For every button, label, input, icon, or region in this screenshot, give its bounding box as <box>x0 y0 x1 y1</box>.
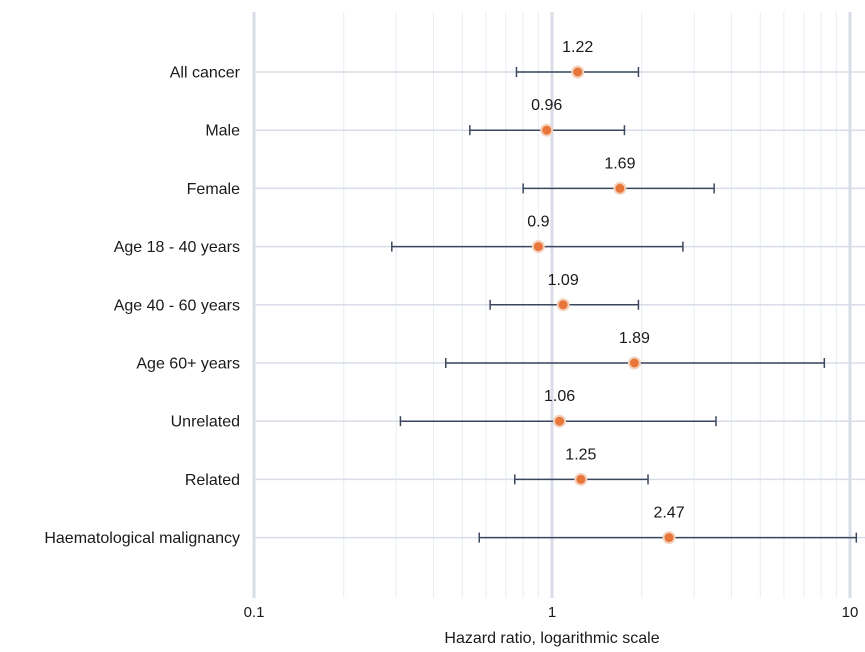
value-label: 2.47 <box>653 505 684 522</box>
value-label: 1.69 <box>604 155 635 172</box>
category-labels: All cancer Male Female Age 18 - 40 years Age… <box>44 65 240 548</box>
value-label: 0.9 <box>527 214 549 231</box>
estimate-point <box>662 531 676 545</box>
category-label: Unrelated <box>171 414 240 431</box>
estimate-point <box>613 181 627 195</box>
estimate-point <box>531 240 545 254</box>
x-axis-title: Hazard ratio, logarithmic scale <box>444 630 659 647</box>
estimate-point <box>553 414 567 428</box>
value-label: 1.89 <box>619 330 650 347</box>
estimate-point <box>571 65 585 79</box>
category-label: Haematological malignancy <box>44 530 240 547</box>
category-label: Age 40 - 60 years <box>114 297 240 314</box>
category-label: Age 60+ years <box>136 356 240 373</box>
estimate-point <box>574 472 588 486</box>
category-label: Male <box>205 123 240 140</box>
category-label: Age 18 - 40 years <box>114 239 240 256</box>
category-label: All cancer <box>170 65 241 82</box>
value-label: 1.22 <box>562 39 593 56</box>
category-label: Female <box>187 181 240 198</box>
estimate-point <box>556 298 570 312</box>
value-label: 0.96 <box>531 97 562 114</box>
value-label: 1.25 <box>565 446 596 463</box>
x-tick-label: 1 <box>548 604 556 621</box>
category-label: Related <box>185 472 240 489</box>
estimate-points <box>531 65 676 545</box>
x-tick-label: 10 <box>842 604 859 621</box>
estimate-point <box>540 123 554 137</box>
value-label: 1.06 <box>544 388 575 405</box>
value-label: 1.09 <box>548 272 579 289</box>
x-tick-label: 0.1 <box>244 604 265 621</box>
x-tick-labels: 0.1 1 10 <box>244 604 859 621</box>
value-labels: 1.22 0.96 1.69 0.9 1.09 1.89 1.06 1.25 2.47 <box>527 39 684 522</box>
estimate-point <box>627 356 641 370</box>
